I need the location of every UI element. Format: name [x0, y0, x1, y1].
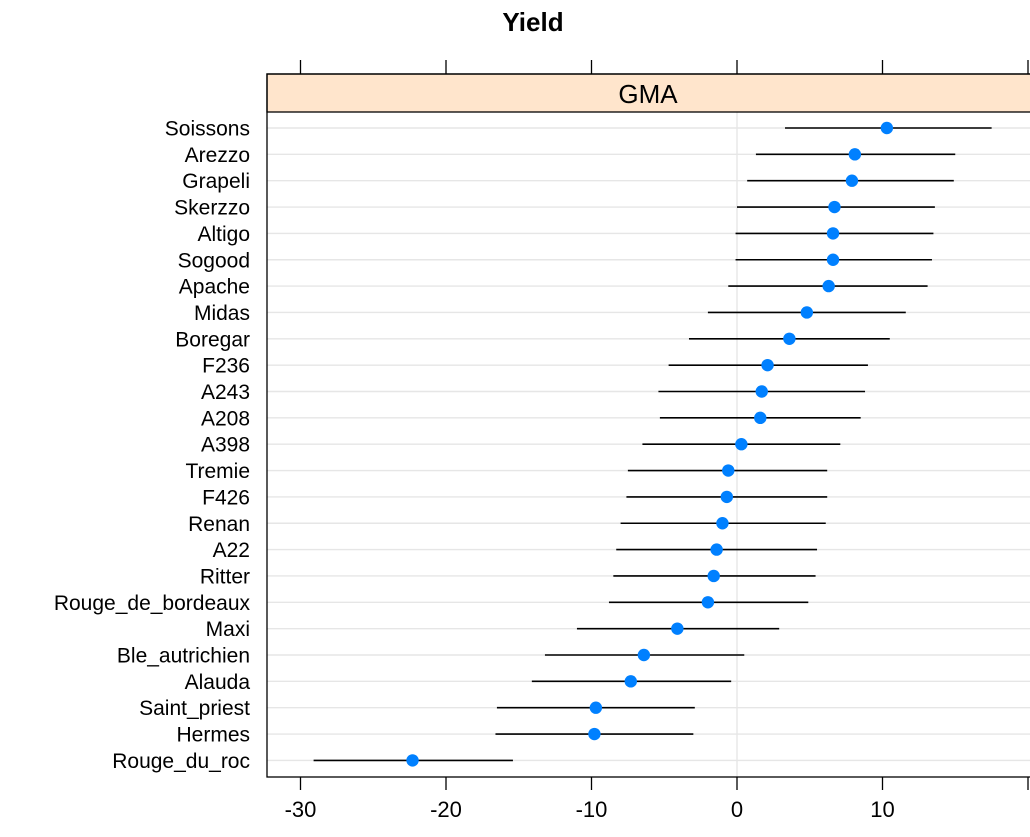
category-label: Sogood: [178, 249, 250, 272]
estimate-point: [588, 727, 601, 741]
category-label: Ble_autrichien: [117, 645, 250, 668]
category-label: A398: [201, 434, 250, 457]
category-label: F236: [202, 355, 250, 378]
category-label: Saint_priest: [139, 697, 250, 720]
estimate-point: [826, 253, 840, 266]
category-label: Midas: [194, 302, 250, 325]
category-label: Grapeli: [182, 170, 250, 193]
category-label: A208: [201, 407, 250, 430]
category-label: Arezzo: [185, 144, 250, 167]
category-label: Renan: [188, 513, 250, 536]
panel-strip-label: GMA: [618, 79, 678, 109]
estimate-point: [701, 596, 715, 609]
estimate-point: [735, 438, 748, 451]
category-label: Ritter: [200, 565, 250, 588]
estimate-point: [826, 227, 840, 240]
chart-title: Yield: [502, 7, 563, 37]
estimate-point: [822, 279, 835, 293]
estimate-point: [754, 411, 767, 425]
estimate-point: [845, 174, 859, 187]
category-label: Boregar: [175, 328, 250, 351]
category-label: F426: [202, 486, 250, 509]
category-label: Altigo: [197, 223, 250, 246]
estimate-point: [783, 332, 796, 345]
category-label: Rouge_du_roc: [112, 750, 250, 773]
estimate-point: [848, 148, 862, 161]
estimate-point: [406, 754, 419, 767]
estimate-point: [720, 490, 734, 504]
x-tick-label: 0: [731, 797, 743, 822]
category-label: Tremie: [185, 460, 250, 483]
estimate-point: [755, 385, 768, 398]
category-label: Rouge_de_bordeaux: [54, 592, 251, 615]
estimate-point: [716, 517, 729, 530]
category-label: A243: [201, 381, 250, 404]
category-label: Hermes: [176, 724, 250, 747]
x-tick-label: -10: [576, 797, 608, 822]
estimate-point: [880, 121, 894, 135]
estimate-point: [800, 306, 814, 319]
y-axis-labels: Soissons Arezzo Grapeli Skerzzo Altigo Sogood…: [54, 118, 251, 773]
category-label: A22: [213, 539, 250, 562]
estimate-point: [828, 200, 841, 214]
x-tick-label: -30: [285, 797, 317, 822]
estimate-points: [406, 121, 894, 767]
category-label: Skerzzo: [174, 197, 250, 220]
category-label: Maxi: [206, 618, 250, 641]
estimate-point: [707, 569, 720, 583]
category-label: Apache: [179, 276, 250, 299]
estimate-point: [722, 464, 735, 477]
x-tick-label: -20: [430, 797, 462, 822]
estimate-point: [710, 543, 723, 556]
estimate-point: [637, 648, 651, 662]
estimate-point: [671, 622, 684, 635]
panel-frame: [266, 73, 1030, 778]
panel-strip: [266, 73, 1030, 113]
estimate-point: [624, 675, 637, 688]
category-label: Alauda: [185, 671, 251, 694]
estimate-point: [761, 358, 774, 372]
x-axis: -30 -20 -10 0 10: [285, 60, 1029, 822]
category-label: Soissons: [165, 118, 250, 141]
x-tick-label: 10: [870, 797, 894, 822]
estimate-point: [589, 701, 603, 714]
